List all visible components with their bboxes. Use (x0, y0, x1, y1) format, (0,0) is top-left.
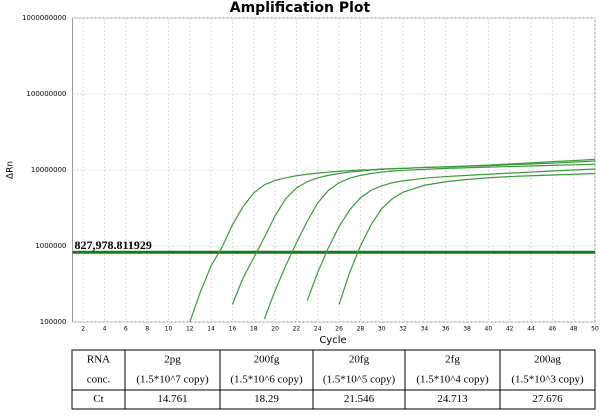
x-tick-label: 18 (250, 326, 258, 333)
y-tick-label: 1000000 (35, 242, 66, 250)
chart-title: Amplification Plot (230, 0, 371, 16)
series-line (306, 168, 596, 302)
x-tick-label: 22 (293, 326, 301, 333)
x-tick-label: 48 (570, 326, 578, 333)
table-header-cell: (1.5*10^6 copy) (230, 373, 303, 385)
series-line (231, 160, 596, 305)
x-tick-label: 12 (186, 326, 194, 333)
x-tick-label: 10 (165, 326, 173, 333)
x-tick-label: 32 (399, 326, 407, 333)
table-header-cell: 20fg (349, 354, 370, 366)
x-tick-label: 24 (314, 326, 322, 333)
table-header-cell: (1.5*10^3 copy) (511, 373, 584, 385)
table-header-cell: 200ag (534, 354, 561, 366)
y-axis-label: ΔRn (6, 161, 16, 179)
table-cell: 24.713 (437, 393, 468, 405)
table-cell: 27.676 (532, 393, 563, 405)
x-tick-label: 2 (81, 326, 85, 333)
table-header-cell: (1.5*10^4 copy) (416, 373, 489, 385)
y-tick-label: 100000 (40, 318, 67, 326)
table-header-cell: RNA (87, 354, 110, 366)
series-line (338, 172, 596, 305)
x-tick-label: 46 (549, 326, 557, 333)
table-frame (71, 349, 596, 410)
x-tick-label: 26 (335, 326, 343, 333)
series-line (263, 163, 596, 320)
x-tick-label: 14 (207, 326, 215, 333)
x-tick-label: 4 (103, 326, 107, 333)
table-header-cell: 200fg (254, 354, 280, 366)
table-cell: 18.29 (254, 393, 279, 405)
x-tick-label: 42 (506, 326, 514, 333)
table-header-cell: 2fg (445, 354, 460, 366)
table-header-cell: 2pg (164, 354, 181, 366)
table-cell: 21.546 (344, 393, 375, 405)
y-tick-label: 1000000000 (22, 14, 67, 22)
x-tick-label: 40 (485, 326, 493, 333)
threshold-label: 827,978.811929 (75, 238, 152, 252)
x-axis-label: Cycle (319, 335, 346, 346)
table-cell: Ct (93, 393, 103, 405)
y-tick-label: 100000000 (26, 90, 66, 98)
table-cell: 14.761 (157, 393, 187, 405)
series-line (189, 158, 596, 323)
x-tick-label: 50 (591, 326, 599, 333)
x-tick-label: 8 (145, 326, 149, 333)
table-header-cell: (1.5*10^5 copy) (323, 373, 396, 385)
x-tick-label: 36 (442, 326, 450, 333)
x-tick-label: 6 (124, 326, 128, 333)
x-tick-label: 38 (463, 326, 471, 333)
x-tick-label: 28 (357, 326, 365, 333)
x-tick-label: 30 (378, 326, 386, 333)
y-tick-label: 10000000 (31, 166, 67, 174)
x-tick-label: 44 (527, 326, 535, 333)
table-header-cell: (1.5*10^7 copy) (136, 373, 209, 385)
table-header-cell: conc. (87, 373, 111, 385)
x-tick-label: 34 (421, 326, 429, 333)
x-tick-label: 20 (271, 326, 279, 333)
x-tick-label: 16 (229, 326, 237, 333)
